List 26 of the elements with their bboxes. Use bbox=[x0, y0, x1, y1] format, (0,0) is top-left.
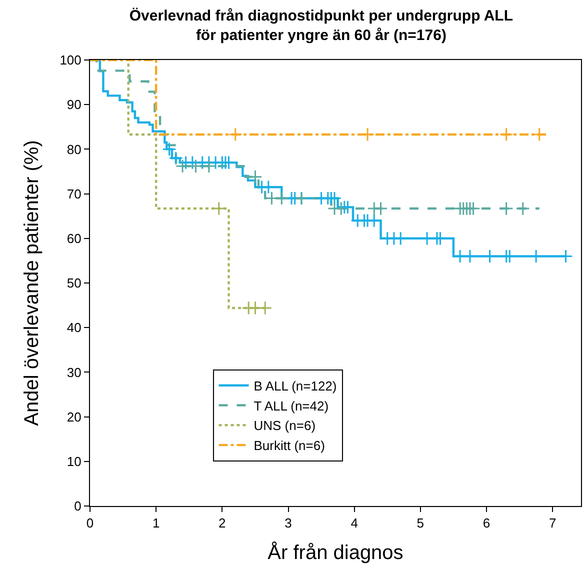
y-tick-label: 90 bbox=[66, 97, 82, 112]
x-tick-label: 3 bbox=[284, 516, 292, 531]
chart-title: Överlevnad från diagnostidpunkt per undergrupp ALL för patienter yngre än 60 år (n=176) bbox=[129, 7, 514, 44]
y-tick-label: 50 bbox=[66, 276, 82, 291]
x-tick-label: 7 bbox=[548, 516, 556, 531]
x-tick-label: 6 bbox=[482, 516, 490, 531]
legend-label: T ALL (n=42) bbox=[254, 398, 329, 414]
legend-label: UNS (n=6) bbox=[254, 418, 316, 434]
legend-label: Burkitt (n=6) bbox=[254, 438, 325, 454]
y-axis-title: Andel överlevande patienter (%) bbox=[21, 140, 44, 426]
y-tick-label: 100 bbox=[60, 52, 82, 68]
y-tick-label: 10 bbox=[66, 454, 82, 469]
y-tick-label: 0 bbox=[74, 498, 82, 514]
y-tick-label: 20 bbox=[66, 409, 82, 424]
y-tick-label: 80 bbox=[66, 142, 82, 157]
x-tick-label: 4 bbox=[350, 516, 358, 531]
x-tick-label: 2 bbox=[218, 516, 226, 531]
x-tick-label: 0 bbox=[86, 516, 94, 531]
y-tick-label: 30 bbox=[66, 364, 82, 380]
x-tick-label: 5 bbox=[416, 516, 424, 531]
y-tick-label: 70 bbox=[66, 186, 82, 202]
y-tick-label: 60 bbox=[66, 230, 82, 246]
x-tick-label: 1 bbox=[152, 516, 160, 531]
x-axis-title: År från diagnos bbox=[268, 541, 404, 564]
y-tick-label: 40 bbox=[66, 320, 82, 336]
legend-label: B ALL (n=122) bbox=[254, 378, 337, 394]
